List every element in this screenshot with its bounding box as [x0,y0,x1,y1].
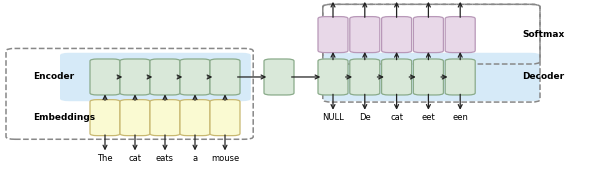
Text: mouse: mouse [211,154,239,163]
FancyBboxPatch shape [323,53,540,101]
Text: De: De [359,113,371,122]
FancyBboxPatch shape [445,17,475,53]
FancyBboxPatch shape [180,100,210,136]
FancyBboxPatch shape [445,59,475,95]
FancyBboxPatch shape [60,53,251,101]
FancyBboxPatch shape [210,100,240,136]
FancyBboxPatch shape [318,17,348,53]
Text: Embeddings: Embeddings [33,113,95,122]
FancyBboxPatch shape [210,59,240,95]
FancyBboxPatch shape [180,59,210,95]
FancyBboxPatch shape [120,59,150,95]
Text: eats: eats [156,154,174,163]
FancyBboxPatch shape [318,59,348,95]
Text: een: een [452,113,468,122]
Text: Decoder: Decoder [522,72,564,81]
Text: The: The [97,154,113,163]
FancyBboxPatch shape [90,59,120,95]
FancyBboxPatch shape [150,59,180,95]
FancyBboxPatch shape [382,17,412,53]
FancyBboxPatch shape [413,17,443,53]
FancyBboxPatch shape [150,100,180,136]
FancyBboxPatch shape [120,100,150,136]
FancyBboxPatch shape [350,59,380,95]
Text: eet: eet [422,113,435,122]
Text: cat: cat [390,113,403,122]
Text: NULL: NULL [322,113,344,122]
FancyBboxPatch shape [350,17,380,53]
FancyBboxPatch shape [90,100,120,136]
Text: Softmax: Softmax [522,30,564,39]
FancyBboxPatch shape [264,59,294,95]
Text: Encoder: Encoder [33,72,74,81]
Text: cat: cat [128,154,142,163]
FancyBboxPatch shape [382,59,412,95]
FancyBboxPatch shape [413,59,443,95]
Text: a: a [193,154,197,163]
